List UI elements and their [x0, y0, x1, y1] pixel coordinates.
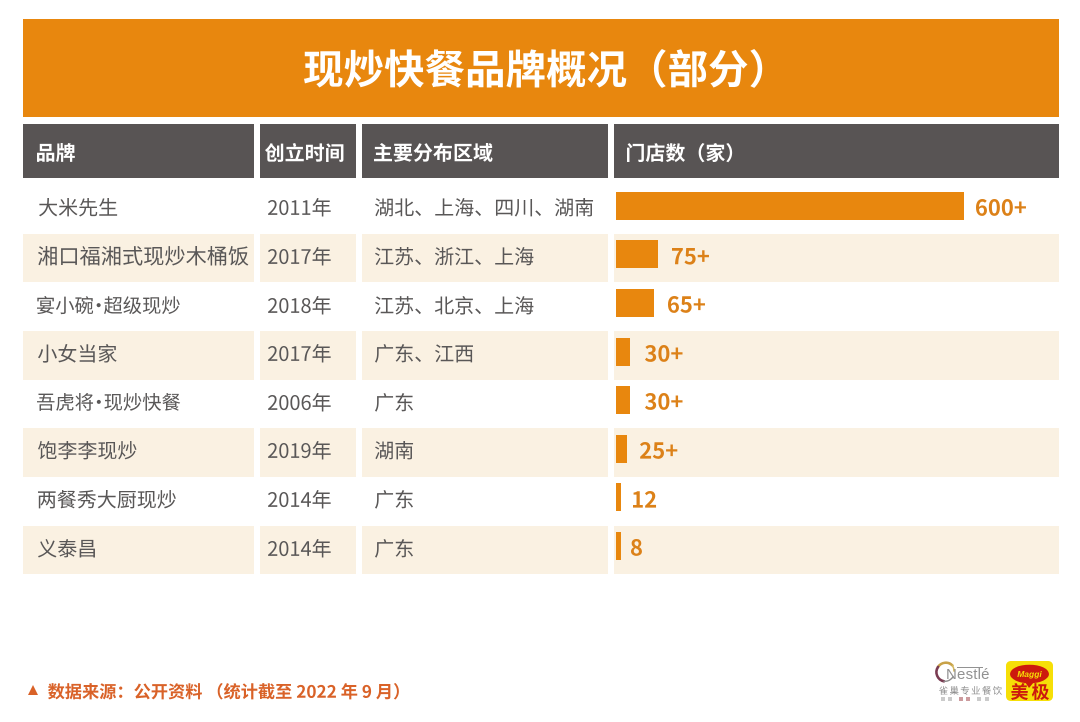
svg-text:Maggi: Maggi [1017, 669, 1042, 679]
